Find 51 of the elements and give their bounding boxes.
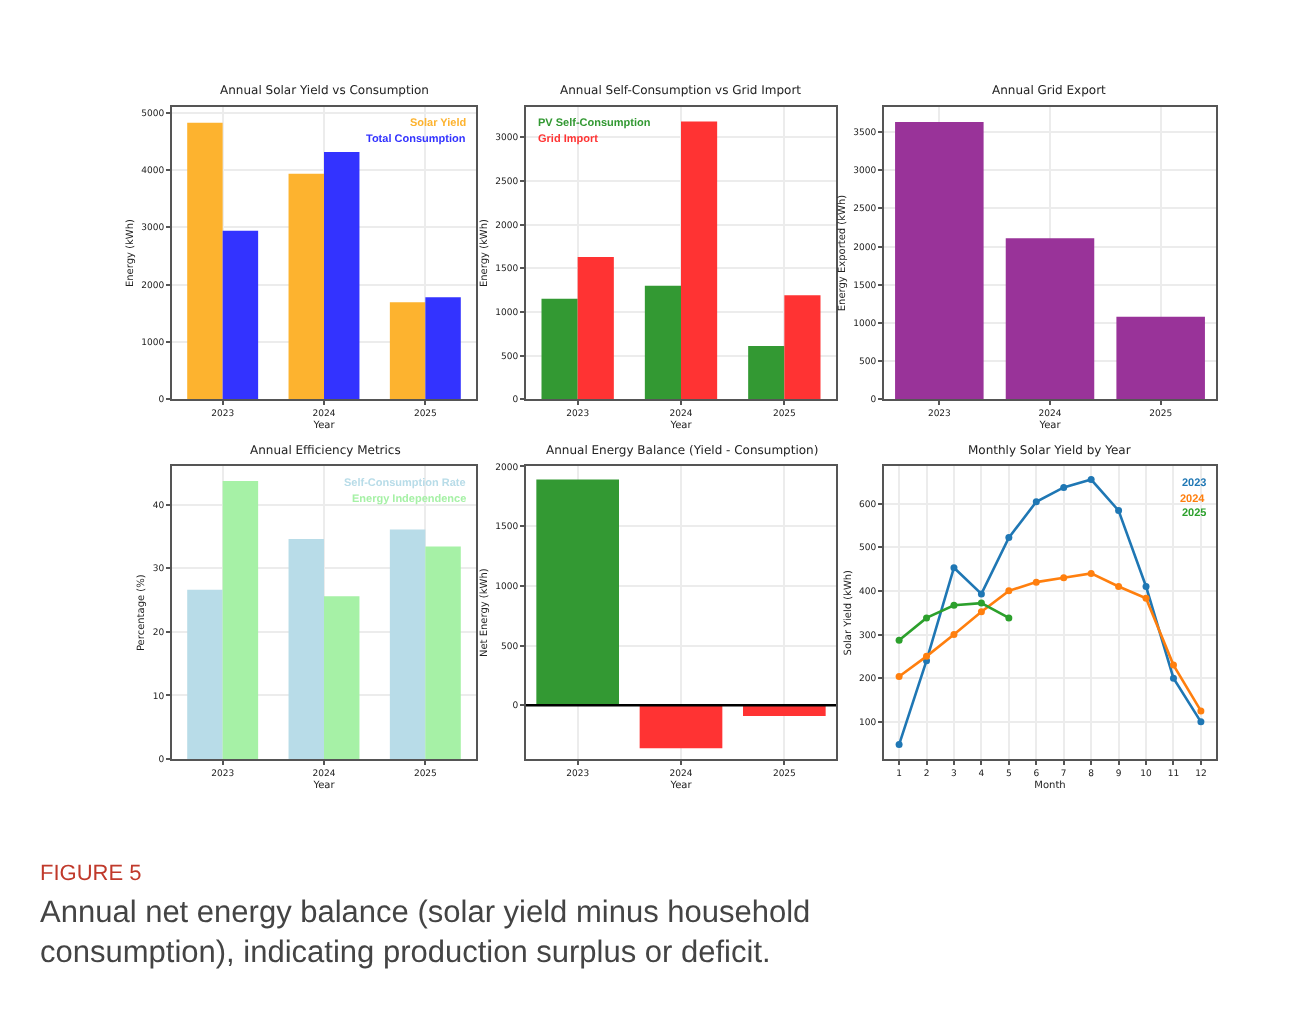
- bar: [1005, 238, 1095, 400]
- caption: FIGURE 5: [40, 862, 142, 886]
- bar: [895, 122, 984, 400]
- bar: [425, 297, 461, 400]
- bar: [681, 121, 718, 400]
- point: [977, 590, 985, 598]
- bar: [187, 589, 223, 759]
- bar: [644, 285, 681, 400]
- point: [977, 608, 985, 616]
- point: [1197, 718, 1205, 726]
- point: [1087, 569, 1095, 577]
- point: [1005, 587, 1013, 595]
- point: [1060, 574, 1068, 582]
- bar: [187, 122, 223, 400]
- point: [895, 672, 903, 680]
- bar: [541, 298, 578, 400]
- point: [1115, 583, 1123, 591]
- point: [950, 564, 958, 572]
- bar: [784, 295, 821, 400]
- point: [950, 601, 958, 609]
- point: [923, 652, 931, 660]
- point: [950, 631, 958, 639]
- bar: [324, 152, 360, 400]
- point: [895, 636, 903, 644]
- bar: [389, 529, 426, 759]
- point: [1005, 534, 1013, 542]
- bar: [577, 256, 614, 400]
- text: Annual net energy balance (solar yield minus household consumption), indicating production surplus or deficit.: [40, 896, 811, 971]
- bar: [425, 546, 461, 759]
- point: [1169, 674, 1177, 682]
- point: [1060, 483, 1068, 491]
- bar: [222, 481, 259, 759]
- bar: [288, 538, 324, 759]
- bar: [288, 173, 324, 400]
- point: [1032, 578, 1040, 586]
- bar: [324, 596, 360, 759]
- bar: [222, 230, 259, 400]
- point: [1197, 707, 1205, 715]
- point: [977, 599, 985, 607]
- point: [1032, 498, 1040, 506]
- point: [895, 741, 903, 749]
- point: [1142, 594, 1150, 602]
- point: [1142, 583, 1150, 591]
- bar: [1116, 316, 1205, 400]
- point: [923, 614, 931, 622]
- point: [1169, 661, 1177, 669]
- point: [1087, 476, 1095, 484]
- bar: [748, 346, 785, 400]
- point: [1005, 614, 1013, 622]
- point: [1115, 507, 1123, 515]
- bar: [389, 302, 426, 400]
